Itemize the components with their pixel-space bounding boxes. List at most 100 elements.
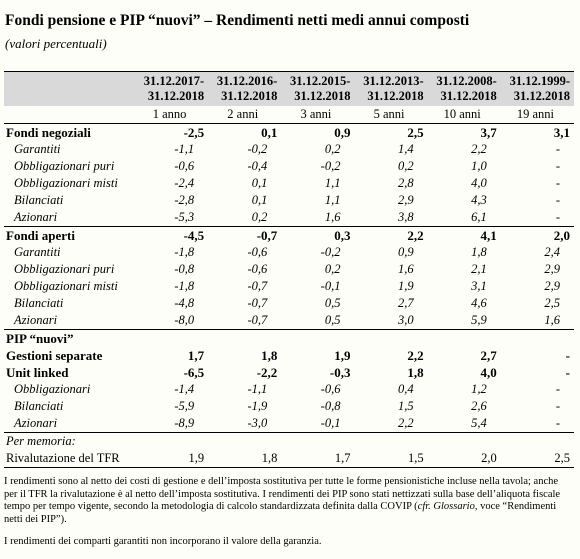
table-row: Garantiti -1,1 -0,2 0,2 1,4 2,2 - [4, 141, 574, 158]
row-label: Garantiti [14, 142, 61, 156]
cell-value: -0,4 [247, 159, 268, 173]
cell-value: -0,6 [320, 382, 341, 396]
cell-value: - [555, 382, 560, 396]
row-label: Azionari [14, 313, 58, 327]
cell-value: -1,9 [247, 399, 268, 413]
period-part: 31.12.2017- [143, 74, 205, 88]
note-text: I rendimenti dei comparti garantiti non … [4, 536, 322, 547]
row-label: Obbligazionari misti [14, 176, 118, 190]
period-part: 31.12.2016- [216, 74, 278, 88]
period-header: 31.12.2008- 31.12.2018 [427, 71, 501, 106]
cell-value: 3,1 [553, 125, 570, 140]
cell-value: 2,4 [544, 245, 560, 259]
row-label: Per memoria: [4, 432, 135, 450]
cell-value: 1,9 [398, 279, 414, 293]
cell-value: 1,7 [187, 348, 205, 363]
note: I rendimenti dei comparti garantiti non … [4, 536, 574, 549]
period-part: 31.12.2018 [221, 89, 278, 103]
cell-value: 1,8 [261, 348, 278, 363]
period-part: 31.12.2018 [513, 89, 570, 103]
cell-value: 4,0 [471, 176, 487, 190]
cell-value: 1,7 [281, 450, 355, 468]
cell-value: 2,6 [471, 399, 487, 413]
cell-value: 4,3 [471, 193, 487, 207]
cell-value: -0,2 [320, 245, 341, 259]
cell-value: 1,9 [334, 348, 351, 363]
cell-value: 0,4 [398, 382, 414, 396]
period-header: 31.12.2013- 31.12.2018 [354, 71, 428, 106]
table-row: Obbligazionari misti -2,4 0,1 1,1 2,8 4,0 - [4, 175, 574, 192]
cell-value: 2,7 [480, 348, 497, 363]
cell-value: 1,6 [544, 313, 560, 327]
cell-value: 1,0 [471, 159, 487, 173]
row-label: Fondi negoziali [6, 125, 91, 140]
period-part: 31.12.2013- [363, 74, 424, 88]
empty-cell [281, 432, 355, 450]
period-part: 31.12.2018 [294, 89, 351, 103]
period-header: 31.12.1999- 31.12.2018 [500, 71, 574, 106]
cell-value: -1,8 [174, 245, 195, 259]
cell-value: 4,0 [480, 365, 497, 380]
cell-value: 1,5 [354, 450, 428, 468]
cell-value: - [555, 416, 560, 430]
cell-value: -8,9 [174, 416, 195, 430]
cell-value: -6,5 [183, 365, 205, 380]
cell-value: 5,9 [471, 313, 487, 327]
table-row: Azionari -8,0 -0,7 0,5 3,0 5,9 1,6 [4, 312, 574, 330]
cell-value: 0,1 [261, 125, 278, 140]
cell-value: 4,6 [471, 296, 487, 310]
table-row: Obbligazionari puri -0,6 -0,4 -0,2 0,2 1,0 - [4, 158, 574, 175]
duration-header: 1 anno [135, 106, 209, 124]
empty-cell [135, 432, 209, 450]
cell-value: -0,6 [174, 159, 195, 173]
cell-value: 0,2 [398, 159, 414, 173]
cell-value: -0,1 [320, 279, 341, 293]
cell-value: 2,1 [471, 262, 487, 276]
cell-value: 2,7 [398, 296, 414, 310]
cell-value: - [565, 348, 570, 363]
row-label: Unit linked [6, 365, 69, 380]
period-part: 31.12.2018 [147, 89, 205, 103]
row-label: Bilanciati [14, 296, 64, 310]
duration-header: 19 anni [500, 106, 574, 124]
table-body: Fondi negoziali -2,5 0,1 0,9 2,5 3,7 3,1 Garant… [4, 124, 574, 468]
cell-value: -0,8 [320, 399, 341, 413]
cell-value: 2,0 [500, 226, 574, 244]
cell-value: - [555, 176, 560, 190]
period-part: 31.12.2015- [290, 74, 351, 88]
cell-value: -2,8 [174, 193, 195, 207]
cell-value: -1,8 [174, 279, 195, 293]
cell-value: 2,5 [407, 125, 424, 140]
row-label: Rivalutazione del TFR [4, 450, 135, 468]
cell-value: 3,0 [398, 313, 414, 327]
row-label: Azionari [14, 210, 58, 224]
cell-value: 2,2 [398, 416, 414, 430]
empty-cell [354, 432, 428, 450]
table-row: Obbligazionari puri -0,8 -0,6 0,2 1,6 2,1 2,9 [4, 261, 574, 278]
empty-cell [500, 329, 574, 347]
row-label: Gestioni separate [6, 348, 103, 363]
header-corner [4, 106, 135, 124]
note-text: cfr. Glossario [417, 501, 475, 512]
cell-value: 0,9 [334, 125, 351, 140]
duration-header: 5 anni [354, 106, 428, 124]
period-part: 31.12.1999- [509, 74, 570, 88]
cell-value: -0,7 [247, 313, 268, 327]
cell-value: 1,1 [324, 176, 341, 190]
cell-value: 0,2 [324, 142, 341, 156]
table-row: Fondi negoziali -2,5 0,1 0,9 2,5 3,7 3,1 [4, 124, 574, 142]
cell-value: -0,2 [320, 159, 341, 173]
table-row: Bilanciati -4,8 -0,7 0,5 2,7 4,6 2,5 [4, 295, 574, 312]
cell-value: 2,8 [398, 176, 414, 190]
row-label: Garantiti [14, 245, 61, 259]
row-label: Bilanciati [14, 399, 64, 413]
cell-value: - [555, 142, 560, 156]
cell-value: 2,2 [471, 142, 487, 156]
cell-value: -0,1 [320, 416, 341, 430]
header-corner [4, 71, 135, 106]
cell-value: -4,5 [135, 226, 209, 244]
table-row: Unit linked -6,5 -2,2 -0,3 1,8 4,0 - [4, 364, 574, 381]
cell-value: -0,6 [247, 262, 268, 276]
cell-value: 0,1 [251, 193, 268, 207]
cell-value: -5,3 [174, 210, 195, 224]
